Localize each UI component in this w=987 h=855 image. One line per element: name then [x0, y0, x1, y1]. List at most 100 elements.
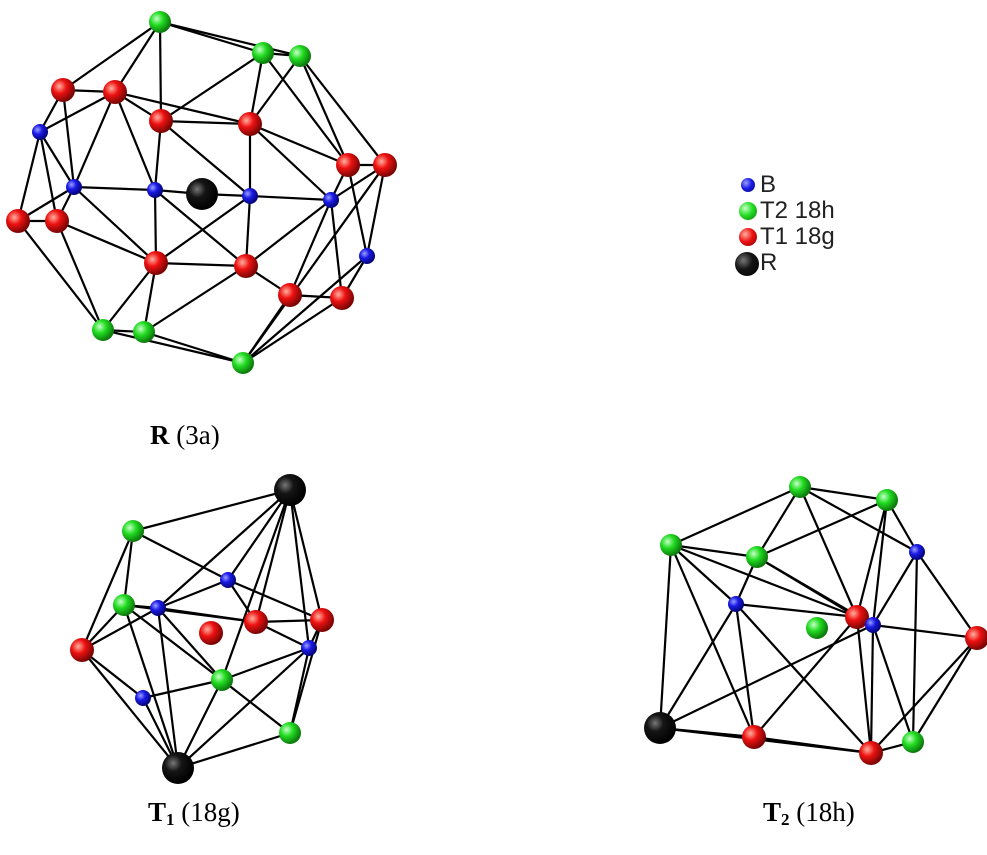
legend-item-r: R — [735, 250, 835, 276]
legend-swatch-b — [741, 178, 755, 192]
bond-line — [158, 21, 163, 122]
t2-cluster-atoms — [644, 476, 987, 765]
t1-atom — [149, 109, 173, 133]
bond-line — [798, 486, 859, 618]
bond-line — [346, 164, 369, 257]
bond-line — [160, 52, 264, 122]
caption-t1-wyckoff: (18g) — [181, 797, 240, 827]
bond-line — [102, 328, 244, 365]
bond-line — [262, 52, 349, 166]
bond-line — [248, 52, 265, 125]
bond-line — [288, 199, 333, 296]
bond-line — [157, 606, 257, 624]
t1-atom — [199, 621, 223, 645]
bond-line — [39, 131, 75, 188]
bond-line — [155, 195, 251, 264]
boron-atom — [865, 617, 881, 633]
bond-line — [221, 679, 291, 734]
bond-line — [177, 647, 310, 769]
bond-line — [911, 551, 919, 743]
t2-atom — [660, 534, 682, 556]
bond-line — [156, 607, 180, 769]
caption-t1-site: T1 (18g) — [148, 797, 240, 830]
bond-line — [670, 544, 737, 605]
legend-label-t1: T1 18g — [760, 223, 835, 250]
bond-line — [157, 578, 229, 610]
t2-atom — [876, 489, 898, 511]
bond-line — [249, 123, 332, 201]
bond-line — [242, 294, 291, 364]
legend: B T2 18h T1 18g R — [735, 171, 835, 276]
bond-line — [365, 164, 387, 257]
bond-line — [114, 90, 251, 126]
bond-line — [73, 186, 157, 264]
legend-label-b: B — [760, 171, 777, 198]
boron-atom — [220, 572, 236, 588]
t1-atom — [103, 80, 127, 104]
bond-line — [871, 499, 889, 626]
legend-item-t1: T1 18g — [739, 223, 835, 250]
bond-line — [799, 486, 918, 553]
t2-atom — [806, 617, 828, 639]
t2-atom — [789, 476, 811, 498]
bond-line — [753, 616, 858, 738]
bond-line — [102, 262, 157, 331]
boron-atom — [135, 690, 151, 706]
bond-line — [157, 489, 291, 609]
t1-atom — [45, 209, 69, 233]
t1-atom — [845, 605, 869, 629]
bond-line — [56, 219, 157, 265]
bond-line — [114, 21, 161, 93]
t2-atom — [133, 321, 155, 343]
t1-atom — [144, 251, 168, 275]
t2-atom — [232, 352, 254, 374]
t1-atom — [244, 610, 268, 634]
bond-line — [299, 55, 386, 166]
bond-line — [298, 55, 350, 166]
legend-swatch-r — [735, 252, 759, 276]
bond-line — [756, 486, 801, 558]
bond-line — [871, 624, 915, 743]
bond-line — [177, 679, 223, 769]
t2-cluster-bonds — [658, 485, 978, 755]
boron-atom — [32, 124, 48, 140]
boron-atom — [909, 544, 925, 560]
bond-line — [122, 530, 135, 606]
bond-line — [227, 489, 291, 581]
bond-line — [288, 489, 311, 649]
bond-line — [142, 678, 223, 700]
atom-spheres — [6, 11, 987, 784]
bond-line — [80, 530, 135, 651]
bond-line — [734, 603, 756, 738]
t2-atom — [113, 594, 135, 616]
bond-line — [153, 189, 158, 264]
bond-line — [221, 646, 310, 682]
t1-cluster-bonds — [80, 488, 324, 770]
bond-line — [659, 624, 874, 729]
bond-line — [220, 489, 292, 681]
bond-line — [132, 488, 291, 533]
legend-label-t2: T2 18h — [760, 197, 835, 224]
bond-line — [288, 619, 324, 734]
bond-line — [55, 220, 105, 331]
bond-line — [855, 499, 889, 618]
rare-earth-atom — [644, 712, 676, 744]
bond-line — [670, 485, 801, 547]
bond-line — [81, 649, 179, 769]
bond-line — [122, 604, 180, 769]
bond-line — [753, 735, 872, 755]
bond-line — [113, 91, 157, 191]
t1-atom — [234, 254, 258, 278]
caption-t2-wyckoff: (18h) — [796, 797, 855, 827]
boron-atom — [323, 192, 339, 208]
t1-atom — [310, 608, 334, 632]
boron-atom — [150, 600, 166, 616]
rare-earth-atom — [274, 474, 306, 506]
bond-line — [38, 131, 59, 222]
caption-t1-symbol: T — [148, 797, 167, 827]
bond-line — [242, 255, 368, 364]
bond-line — [61, 89, 76, 188]
boron-atom — [359, 248, 375, 264]
bond-line — [81, 607, 159, 651]
